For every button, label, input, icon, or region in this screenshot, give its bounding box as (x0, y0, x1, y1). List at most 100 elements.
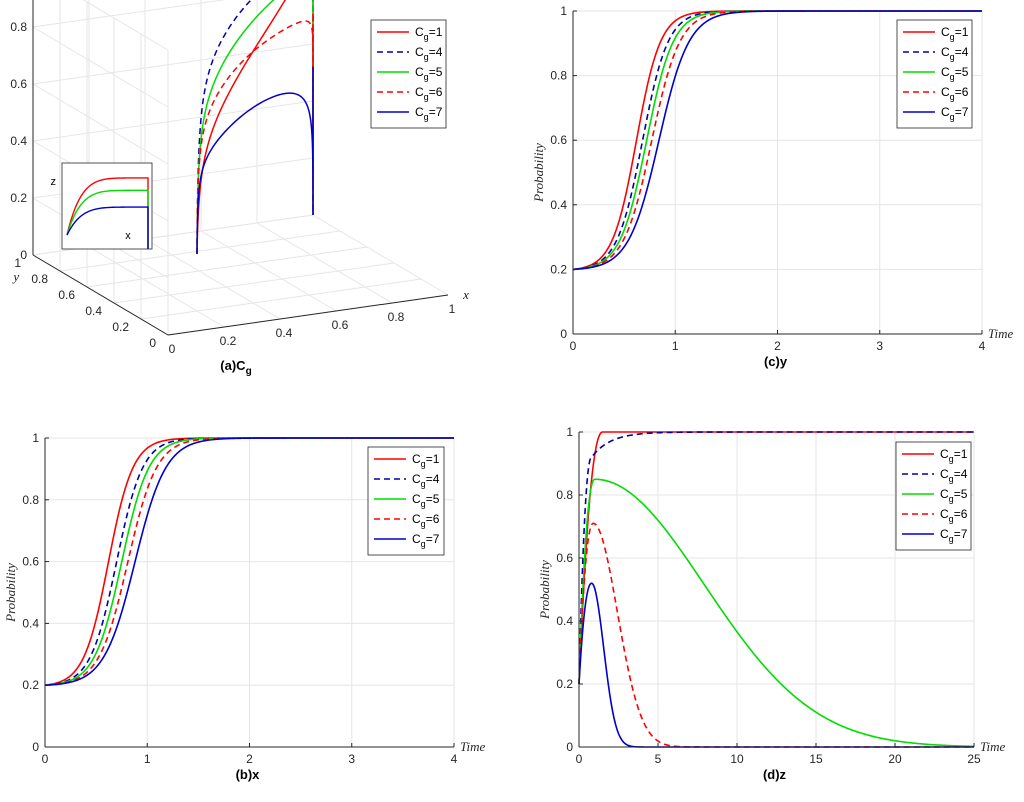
y-tick-label: 0.8 (556, 488, 573, 502)
legend-prefix: C (941, 45, 950, 59)
legend-label: Cg=6 (940, 507, 968, 524)
y-tick-label: 0.4 (550, 198, 567, 212)
legend-subscript: g (949, 534, 954, 544)
legend-prefix: C (940, 527, 949, 541)
y-tick-label: 0.8 (550, 69, 567, 83)
z-tick-label: 0.8 (10, 20, 27, 34)
legend-box (370, 19, 447, 129)
x-tick-label: 4 (979, 339, 986, 353)
y-tick-label: 0.4 (22, 616, 39, 630)
x-tick-label: 0.2 (220, 334, 237, 348)
y-tick-label: 0.6 (58, 288, 75, 302)
x-tick-label: 0 (570, 339, 577, 353)
legend-value: =4 (955, 45, 969, 59)
inset-curve (66, 206, 149, 249)
legend-subscript: g (949, 494, 954, 504)
legend-subscript: g (421, 479, 426, 489)
x-axis-title: x (462, 287, 469, 302)
y-tick-label: 0.2 (22, 678, 39, 692)
x-tick-label: 0 (169, 342, 176, 356)
legend-value: =5 (954, 487, 968, 501)
caption-main: (a)C (220, 358, 246, 373)
y-tick-label: 0.2 (112, 320, 129, 334)
legend-prefix: C (941, 105, 950, 119)
legend-prefix: C (941, 25, 950, 39)
legend-value: =7 (955, 105, 969, 119)
inset-curve (66, 189, 149, 249)
legend-subscript: g (424, 72, 429, 82)
legend-value: =1 (954, 447, 968, 461)
legend-subscript: g (421, 519, 426, 529)
x-axis-title: Time (460, 739, 486, 754)
legend-value: =4 (429, 45, 443, 59)
y-tick-label: 0.4 (556, 614, 573, 628)
x-tick-label: 10 (730, 752, 744, 766)
y-tick-label: 1 (32, 431, 39, 445)
y-tick-label: 0 (149, 336, 156, 350)
legend-prefix: C (940, 507, 949, 521)
legend-prefix: C (941, 65, 950, 79)
legend-subscript: g (424, 32, 429, 42)
x-tick-label: 4 (451, 752, 458, 766)
z-tick-label: 0.2 (10, 191, 27, 205)
x-tick-label: 0 (576, 752, 583, 766)
legend-subscript: g (424, 112, 429, 122)
floor-grid-line (256, 222, 393, 304)
legend-box (896, 19, 973, 129)
x-tick-label: 3 (876, 339, 883, 353)
panel-caption: (c)y (764, 354, 788, 369)
series-line-Cg-4 (578, 431, 974, 685)
y-tick-label: 0.6 (550, 133, 567, 147)
legend-prefix: C (415, 25, 424, 39)
legend-label: Cg=1 (412, 452, 440, 469)
floor-grid-line (113, 262, 395, 304)
panel-b-x-plot: 0 1 2 3 4 0 0.2 0.4 0.6 0.8 1 Time Probability (b)x Cg… (3, 431, 486, 782)
legend-subscript: g (950, 52, 955, 62)
legend-subscript: g (421, 539, 426, 549)
legend-subscript: g (424, 52, 429, 62)
legend-prefix: C (940, 487, 949, 501)
y-tick-label: 1 (566, 425, 573, 439)
legend-prefix: C (415, 85, 424, 99)
legend-label: Cg=5 (940, 487, 968, 504)
x-axis-line (167, 294, 449, 336)
legend-value: =6 (429, 85, 443, 99)
z-tick-label: 0 (20, 248, 27, 262)
legend-subscript: g (950, 72, 955, 82)
x-tick-label: 0.8 (388, 310, 405, 324)
y-tick-label: 0 (566, 740, 573, 754)
legend-value: =1 (429, 25, 443, 39)
side-grid-line (32, 83, 169, 165)
legend-value: =7 (954, 527, 968, 541)
legend-subscript: g (950, 92, 955, 102)
trajectory-Cg-1 (196, 0, 314, 255)
y-axis-line (32, 254, 169, 336)
legend-value: =6 (426, 512, 440, 526)
legend-value: =1 (426, 452, 440, 466)
legend-label: Cg=7 (940, 527, 968, 544)
caption-sub: g (246, 366, 252, 377)
floor-grid-line (59, 230, 341, 272)
legend-box (895, 441, 972, 551)
y-tick-label: 0.8 (22, 493, 39, 507)
legend-value: =4 (426, 472, 440, 486)
legend-label: Cg=5 (415, 65, 443, 82)
x-tick-label: 15 (809, 752, 823, 766)
panel-caption: (d)z (763, 767, 787, 782)
y-tick-label: 0.6 (556, 551, 573, 565)
legend-label: Cg=7 (941, 105, 969, 122)
legend-value: =7 (429, 105, 443, 119)
x-axis-title: Time (980, 739, 1006, 754)
x-tick-label: 2 (774, 339, 781, 353)
legend-label: Cg=7 (415, 105, 443, 122)
legend-label: Cg=5 (941, 65, 969, 82)
x-tick-label: 0.4 (276, 326, 293, 340)
legend-prefix: C (940, 447, 949, 461)
legend-prefix: C (415, 105, 424, 119)
x-axis-title: Time (988, 326, 1014, 341)
panel-a-3d-plot: 00.20.40.60.8100.20.40.60.8100.20.40.60.… (10, 0, 469, 377)
legend-label: Cg=6 (412, 512, 440, 529)
x-tick-label: 0.6 (332, 318, 349, 332)
legend-prefix: C (412, 492, 421, 506)
